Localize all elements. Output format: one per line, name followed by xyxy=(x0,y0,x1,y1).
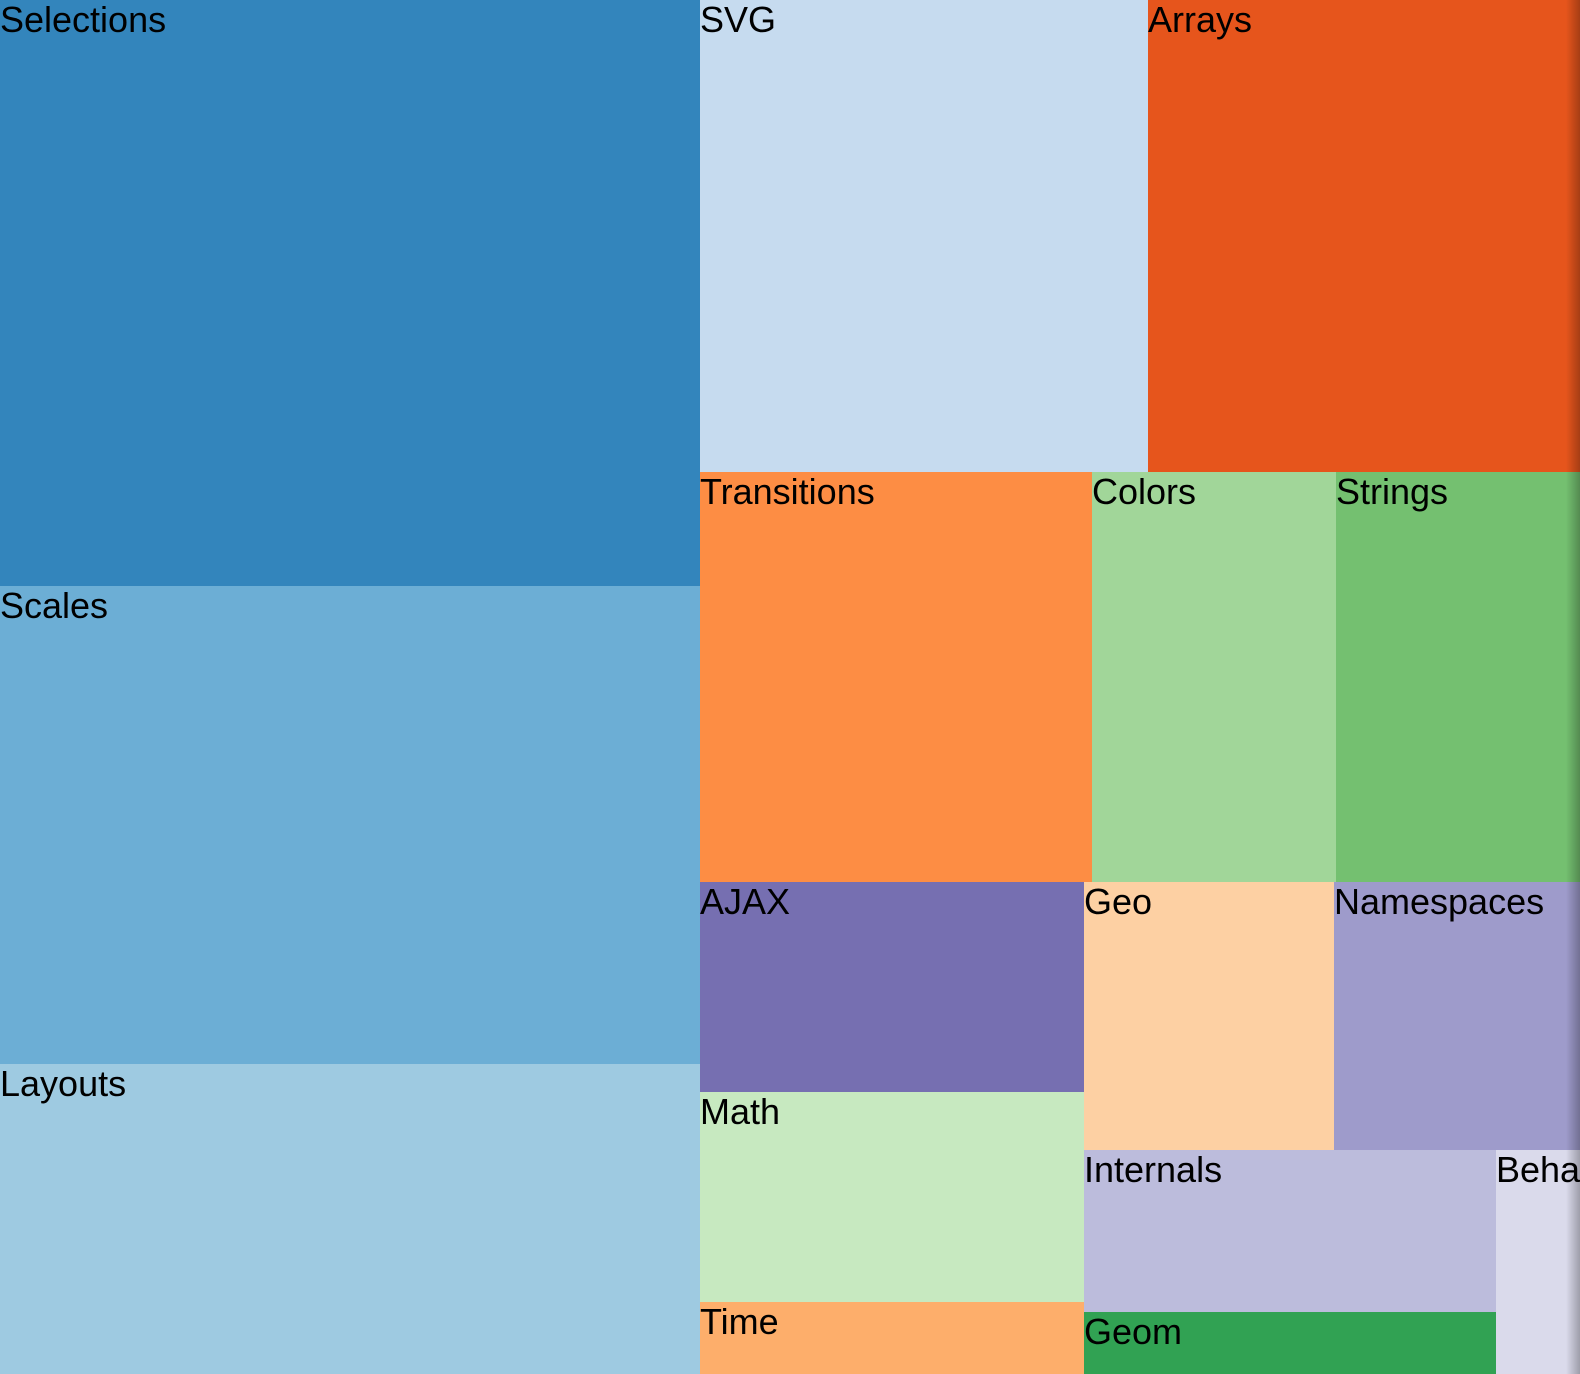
treemap-cell-internals: Internals xyxy=(1084,1150,1496,1312)
treemap-cell-label-svg: SVG xyxy=(700,0,777,40)
treemap-cell-time: Time xyxy=(700,1302,1084,1374)
treemap-cell-label-strings: Strings xyxy=(1336,472,1449,512)
treemap-cell-colors: Colors xyxy=(1092,472,1336,882)
treemap-cell-label-scales: Scales xyxy=(0,586,109,626)
treemap-cell-geom: Geom xyxy=(1084,1312,1496,1374)
treemap-cell-selections: Selections xyxy=(0,0,700,586)
treemap-cell-behaviors: Behaviors xyxy=(1496,1150,1580,1374)
treemap-cell-transitions: Transitions xyxy=(700,472,1092,882)
treemap-cell-label-arrays: Arrays xyxy=(1148,0,1253,40)
treemap-cell-svg: SVG xyxy=(700,0,1148,472)
treemap-cell-label-selections: Selections xyxy=(0,0,167,40)
treemap-cell-math: Math xyxy=(700,1092,1084,1302)
treemap-cell-label-colors: Colors xyxy=(1092,472,1197,512)
treemap-cell-strings: Strings xyxy=(1336,472,1580,882)
treemap-cell-label-behaviors: Behaviors xyxy=(1496,1150,1580,1190)
treemap-cell-layouts: Layouts xyxy=(0,1064,700,1374)
treemap-cell-geo: Geo xyxy=(1084,882,1334,1150)
treemap-cell-label-geom: Geom xyxy=(1084,1312,1183,1352)
treemap-cell-label-layouts: Layouts xyxy=(0,1064,127,1104)
treemap-cell-label-namespaces: Namespaces xyxy=(1334,882,1545,922)
treemap-cell-ajax: AJAX xyxy=(700,882,1084,1092)
treemap-cell-label-time: Time xyxy=(700,1302,779,1342)
treemap-cell-label-geo: Geo xyxy=(1084,882,1153,922)
treemap-cell-label-transitions: Transitions xyxy=(700,472,875,512)
treemap-cell-scales: Scales xyxy=(0,586,700,1064)
treemap-cell-arrays: Arrays xyxy=(1148,0,1580,472)
treemap-cell-label-ajax: AJAX xyxy=(700,882,791,922)
treemap-cell-namespaces: Namespaces xyxy=(1334,882,1580,1150)
treemap-cell-label-internals: Internals xyxy=(1084,1150,1223,1190)
treemap-cell-label-math: Math xyxy=(700,1092,781,1132)
